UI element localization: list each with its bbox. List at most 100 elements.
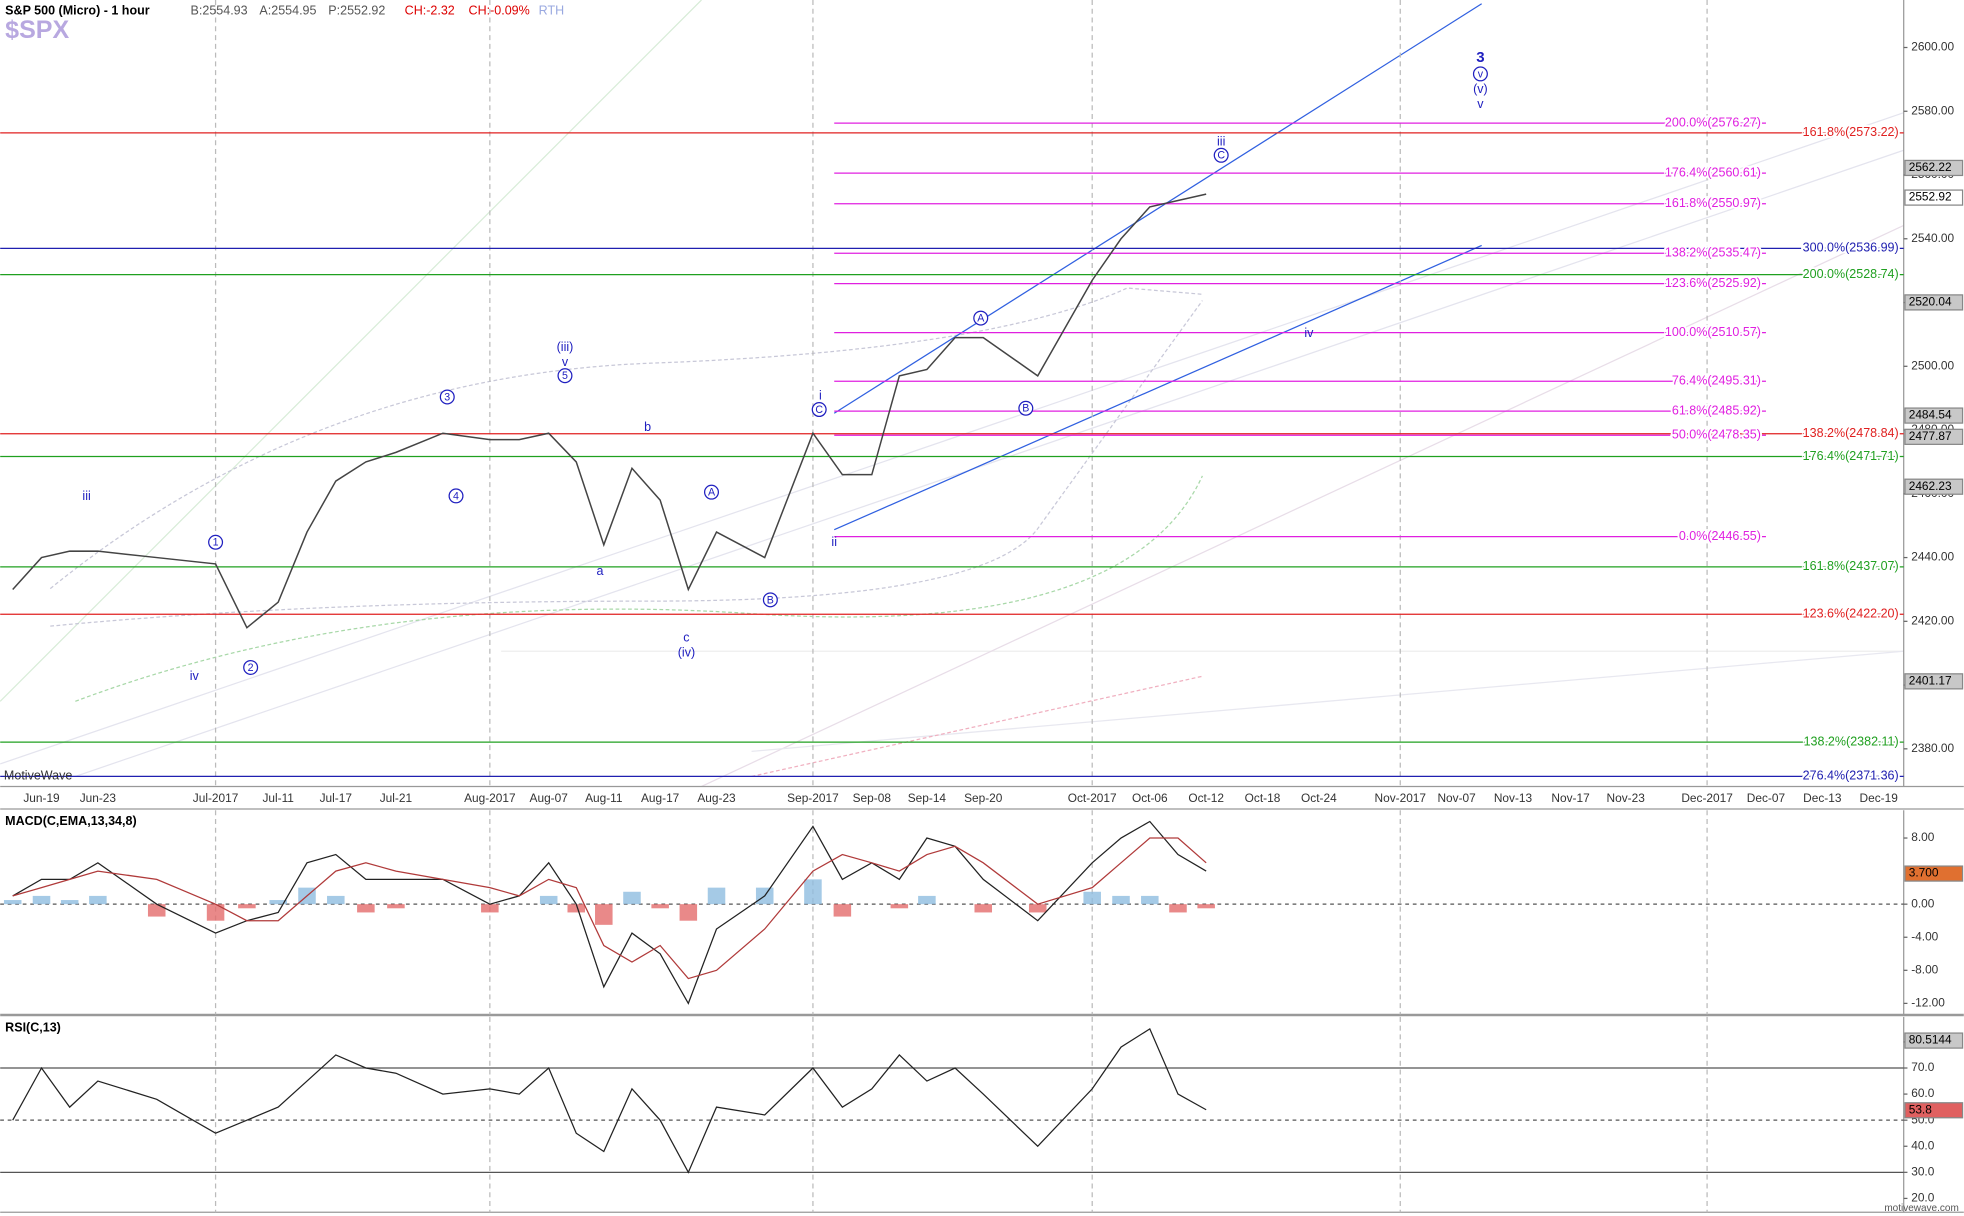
wave-label: B bbox=[1022, 403, 1029, 415]
price-marker-label: 2401.17 bbox=[1909, 673, 1952, 687]
wave-label: iii bbox=[82, 489, 90, 503]
histogram-bar bbox=[567, 904, 586, 913]
wave-label: 2 bbox=[248, 662, 254, 674]
moving-average bbox=[50, 300, 1203, 627]
wave-label: B bbox=[767, 594, 774, 606]
price-marker-label: 2562.22 bbox=[1909, 160, 1952, 174]
fib-label: 100.0%(2510.57) bbox=[1665, 325, 1761, 339]
price-marker-label: 2520.04 bbox=[1909, 295, 1952, 309]
y-tick-label: -12.00 bbox=[1911, 996, 1945, 1010]
footer: motivewave.com bbox=[1884, 1203, 1958, 1214]
indicator-line bbox=[12, 837, 1207, 980]
wave-label: ii bbox=[831, 535, 837, 549]
fib-label: 123.6%(2422.20) bbox=[1803, 607, 1899, 621]
wave-label: (iii) bbox=[557, 340, 574, 354]
wave-circle bbox=[973, 310, 989, 326]
fib-label: 300.0%(2536.99) bbox=[1803, 241, 1899, 255]
histogram-bar bbox=[651, 904, 669, 909]
price-marker-box bbox=[1904, 478, 1964, 495]
histogram-bar bbox=[974, 904, 993, 913]
y-tick-label: 20.0 bbox=[1911, 1191, 1935, 1205]
x-tick-label: Aug-17 bbox=[641, 791, 679, 805]
wave-circle bbox=[1472, 66, 1488, 82]
x-tick-label: Sep-08 bbox=[853, 791, 892, 805]
price-marker-box bbox=[1904, 189, 1964, 206]
x-tick-label: Oct-12 bbox=[1188, 791, 1224, 805]
histogram-bar bbox=[269, 900, 287, 905]
panel-title: S&P 500 (Micro) - 1 hour bbox=[5, 4, 150, 18]
price-marker-box bbox=[1904, 407, 1964, 424]
wave-circle bbox=[243, 659, 259, 675]
x-tick-label: Aug-11 bbox=[585, 791, 623, 805]
y-tick-label: 30.0 bbox=[1911, 1164, 1935, 1178]
wave-label: 3 bbox=[1476, 49, 1484, 66]
fib-label: 200.0%(2576.27) bbox=[1665, 115, 1761, 129]
x-tick-label: Oct-06 bbox=[1132, 791, 1168, 805]
y-tick-label: 40.0 bbox=[1911, 1138, 1935, 1152]
price-marker-label: 2477.87 bbox=[1909, 429, 1952, 443]
x-tick-label: Nov-2017 bbox=[1375, 791, 1427, 805]
x-tick-label: Oct-24 bbox=[1301, 791, 1337, 805]
x-tick-label: Oct-2017 bbox=[1068, 791, 1117, 805]
histogram-bar bbox=[918, 895, 936, 905]
y-tick-label: 2440.00 bbox=[1911, 550, 1954, 564]
wave-label: v bbox=[1477, 97, 1484, 111]
fib-label: 200.0%(2528.74) bbox=[1803, 267, 1899, 281]
fib-label: 176.4%(2560.61) bbox=[1665, 165, 1761, 179]
price-marker-box bbox=[1904, 1102, 1964, 1119]
wave-label: v bbox=[1478, 68, 1484, 80]
x-tick-label: Jun-19 bbox=[23, 791, 60, 805]
x-tick-label: Jun-23 bbox=[80, 791, 117, 805]
x-tick-label: Nov-17 bbox=[1551, 791, 1589, 805]
x-tick-label: Dec-07 bbox=[1747, 791, 1785, 805]
price-marker-box bbox=[1904, 673, 1964, 690]
histogram-bar bbox=[60, 900, 79, 905]
moving-average bbox=[75, 475, 1203, 702]
histogram-bar bbox=[1197, 904, 1215, 909]
wave-label: v bbox=[562, 355, 569, 369]
wave-label: iv bbox=[1304, 326, 1314, 340]
price-marker-label: 80.5144 bbox=[1909, 1033, 1952, 1047]
wave-circle bbox=[557, 368, 573, 384]
x-tick-label: Oct-18 bbox=[1245, 791, 1281, 805]
wave-label: i bbox=[819, 389, 822, 403]
fib-label: 50.0%(2478.35) bbox=[1672, 428, 1761, 442]
price-marker-label: 53.8 bbox=[1909, 1102, 1933, 1116]
fib-label: 138.2%(2535.47) bbox=[1665, 246, 1761, 260]
wave-label: A bbox=[708, 487, 716, 499]
wave-label: 1 bbox=[213, 537, 219, 549]
x-tick-label: Sep-20 bbox=[964, 791, 1003, 805]
fib-label: 161.8%(2573.22) bbox=[1803, 125, 1899, 139]
y-tick-label: 2380.00 bbox=[1911, 741, 1954, 755]
wave-circle bbox=[1213, 147, 1229, 163]
fan-line bbox=[0, 0, 702, 702]
trend-line bbox=[833, 244, 1482, 531]
x-tick-label: Jul-2017 bbox=[193, 791, 239, 805]
y-tick-label: 8.00 bbox=[1911, 830, 1935, 844]
histogram-bar bbox=[387, 904, 405, 909]
x-tick-label: Jul-21 bbox=[380, 791, 413, 805]
wave-label: (v) bbox=[1473, 82, 1488, 96]
quote: CH:-0.09% bbox=[469, 4, 530, 18]
histogram-bar bbox=[595, 904, 613, 925]
histogram-bar bbox=[89, 895, 107, 905]
price-marker-label: 2462.23 bbox=[1909, 479, 1952, 493]
histogram-bar bbox=[1169, 904, 1187, 913]
price-marker-label: 2552.92 bbox=[1909, 190, 1952, 204]
wave-circle bbox=[703, 484, 720, 500]
fib-label: 0.0%(2446.55) bbox=[1679, 529, 1761, 543]
watermark: MotiveWave bbox=[4, 769, 72, 783]
panel-title: RSI(C,13) bbox=[5, 1020, 61, 1034]
x-tick-label: Sep-2017 bbox=[787, 791, 839, 805]
x-tick-label: Jul-11 bbox=[262, 791, 294, 805]
y-tick-label: 60.0 bbox=[1911, 1086, 1935, 1100]
histogram-bar bbox=[206, 904, 225, 921]
fan-line bbox=[751, 650, 1904, 753]
quote: P:2552.92 bbox=[328, 4, 385, 18]
x-tick-label: Jul-17 bbox=[320, 791, 352, 805]
x-tick-label: Dec-19 bbox=[1860, 791, 1899, 805]
wave-label: b bbox=[644, 420, 651, 434]
fan-line bbox=[701, 224, 1904, 788]
fib-label: 76.4%(2495.31) bbox=[1672, 374, 1761, 388]
